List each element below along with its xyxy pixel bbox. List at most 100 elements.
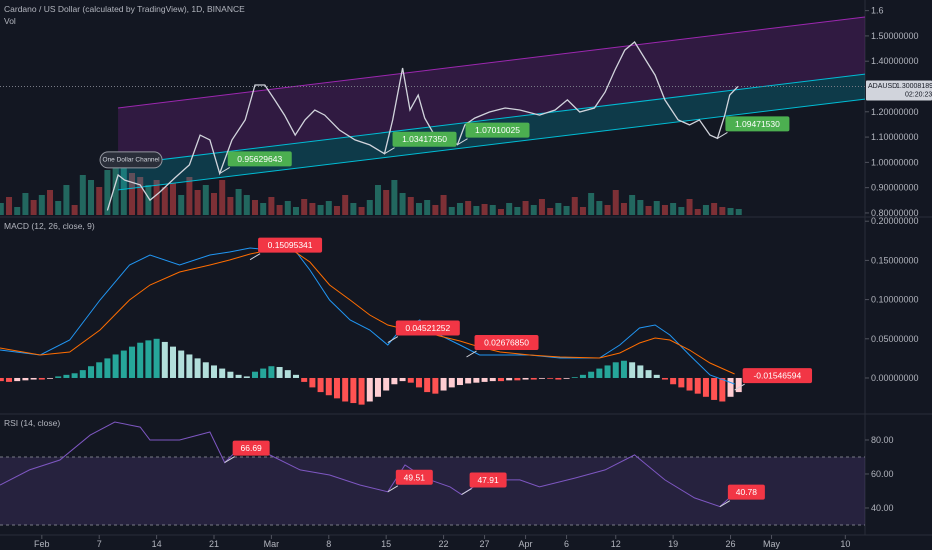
histogram-bar [186, 354, 193, 378]
histogram-bar [399, 377, 406, 382]
volume-bar [219, 180, 226, 215]
channel-label: One Dollar Channel [103, 156, 161, 163]
volume-bar [481, 204, 488, 215]
volume-bar [440, 195, 447, 215]
volume-bar [473, 206, 480, 215]
volume-bar [104, 170, 111, 215]
last-price-label: 1.30008189 [896, 83, 932, 90]
volume-bar [637, 200, 644, 215]
volume-bar [366, 200, 373, 215]
y-tick-label: 0.90000000 [871, 183, 919, 193]
volume-bar [391, 180, 398, 215]
histogram-bar [251, 371, 258, 378]
annotation-label: 0.04521252 [405, 323, 450, 333]
histogram-bar [170, 346, 176, 378]
volume-bar [317, 205, 324, 215]
annotation-pointer [466, 350, 477, 358]
annotation-box [469, 472, 507, 488]
histogram-bar [637, 365, 644, 378]
volume-bar [530, 205, 537, 215]
volume-bar [374, 185, 381, 215]
histogram-bar [538, 377, 545, 379]
histogram-bar [194, 358, 201, 378]
y-tick-label: 1.6 [871, 6, 884, 16]
rsi-band [0, 456, 865, 525]
annotation-box [227, 151, 292, 167]
volume-bar [309, 203, 316, 215]
histogram-bar [530, 377, 537, 380]
histogram-bar [63, 374, 70, 378]
annotation-label: -0.01546594 [753, 371, 801, 381]
x-tick-label: 10 [840, 539, 850, 549]
volume-bar [727, 208, 734, 215]
y-tick-label: 80.00 [871, 435, 894, 445]
histogram-bar [292, 374, 299, 378]
annotation-label: 1.07010025 [475, 125, 520, 135]
histogram-bar [120, 350, 127, 378]
x-tick-label: 21 [209, 539, 219, 549]
volume-bar [579, 207, 586, 215]
volume-bar [96, 187, 103, 215]
volume-bar [14, 207, 21, 215]
volume-bar [702, 205, 709, 215]
volume-bar [678, 207, 685, 215]
volume-bar [260, 203, 267, 215]
histogram-bar [112, 354, 119, 378]
volume-bar [292, 207, 299, 215]
histogram-bar [579, 374, 586, 378]
volume-bar [38, 195, 45, 215]
x-tick-label: 22 [439, 539, 449, 549]
histogram-bar [227, 371, 234, 378]
x-tick-label: Mar [264, 539, 280, 549]
annotation-box [742, 368, 813, 384]
x-tick-label: 7 [97, 539, 102, 549]
volume-bar [350, 203, 357, 215]
annotation-pointer [384, 147, 395, 155]
histogram-bar [629, 362, 636, 378]
volume-bar [251, 200, 258, 215]
volume-bar [153, 180, 160, 215]
y-tick-label: 0.00000000 [871, 373, 919, 383]
volume-bar [79, 175, 86, 215]
volume-bar [514, 207, 521, 215]
volume-bar [22, 193, 29, 215]
volume-bar [325, 201, 332, 215]
x-tick-label: May [763, 539, 781, 549]
histogram-bar [79, 370, 86, 378]
y-tick-label: 1.40000000 [871, 56, 919, 66]
y-tick-label: 0.05000000 [871, 334, 919, 344]
volume-bar [547, 208, 554, 215]
histogram-bar [55, 376, 62, 378]
volume-bar [342, 195, 349, 215]
y-tick-label: 0.10000000 [871, 295, 919, 305]
volume-bar [71, 205, 78, 215]
pane-title: RSI (14, close) [4, 418, 60, 428]
annotation-label: 47.91 [477, 475, 499, 485]
histogram-bar [243, 376, 250, 378]
annotation-label: 1.03417350 [402, 134, 447, 144]
histogram-bar [129, 346, 136, 378]
annotation-box [232, 440, 270, 456]
histogram-bar [448, 377, 455, 388]
rsi-line [0, 421, 739, 508]
channel-label-box [99, 151, 163, 169]
histogram-bar [145, 340, 152, 378]
volume-bar [407, 197, 414, 215]
volume-bar [194, 190, 201, 215]
volume-bar [555, 203, 562, 215]
volume-bar [489, 205, 496, 215]
histogram-bar [612, 362, 619, 378]
macd-line [0, 242, 735, 385]
histogram-bar [350, 377, 357, 404]
x-tick-label: 15 [381, 539, 391, 549]
histogram-bar [702, 377, 709, 397]
y-tick-label: 1.20000000 [871, 107, 919, 117]
histogram-bar [22, 377, 29, 381]
histogram-bar [661, 377, 668, 380]
histogram-bar [342, 377, 349, 402]
x-tick-label: 26 [726, 539, 736, 549]
y-tick-label: 0.20000000 [871, 216, 919, 226]
histogram-bar [497, 377, 504, 382]
volume-bar [243, 195, 250, 215]
